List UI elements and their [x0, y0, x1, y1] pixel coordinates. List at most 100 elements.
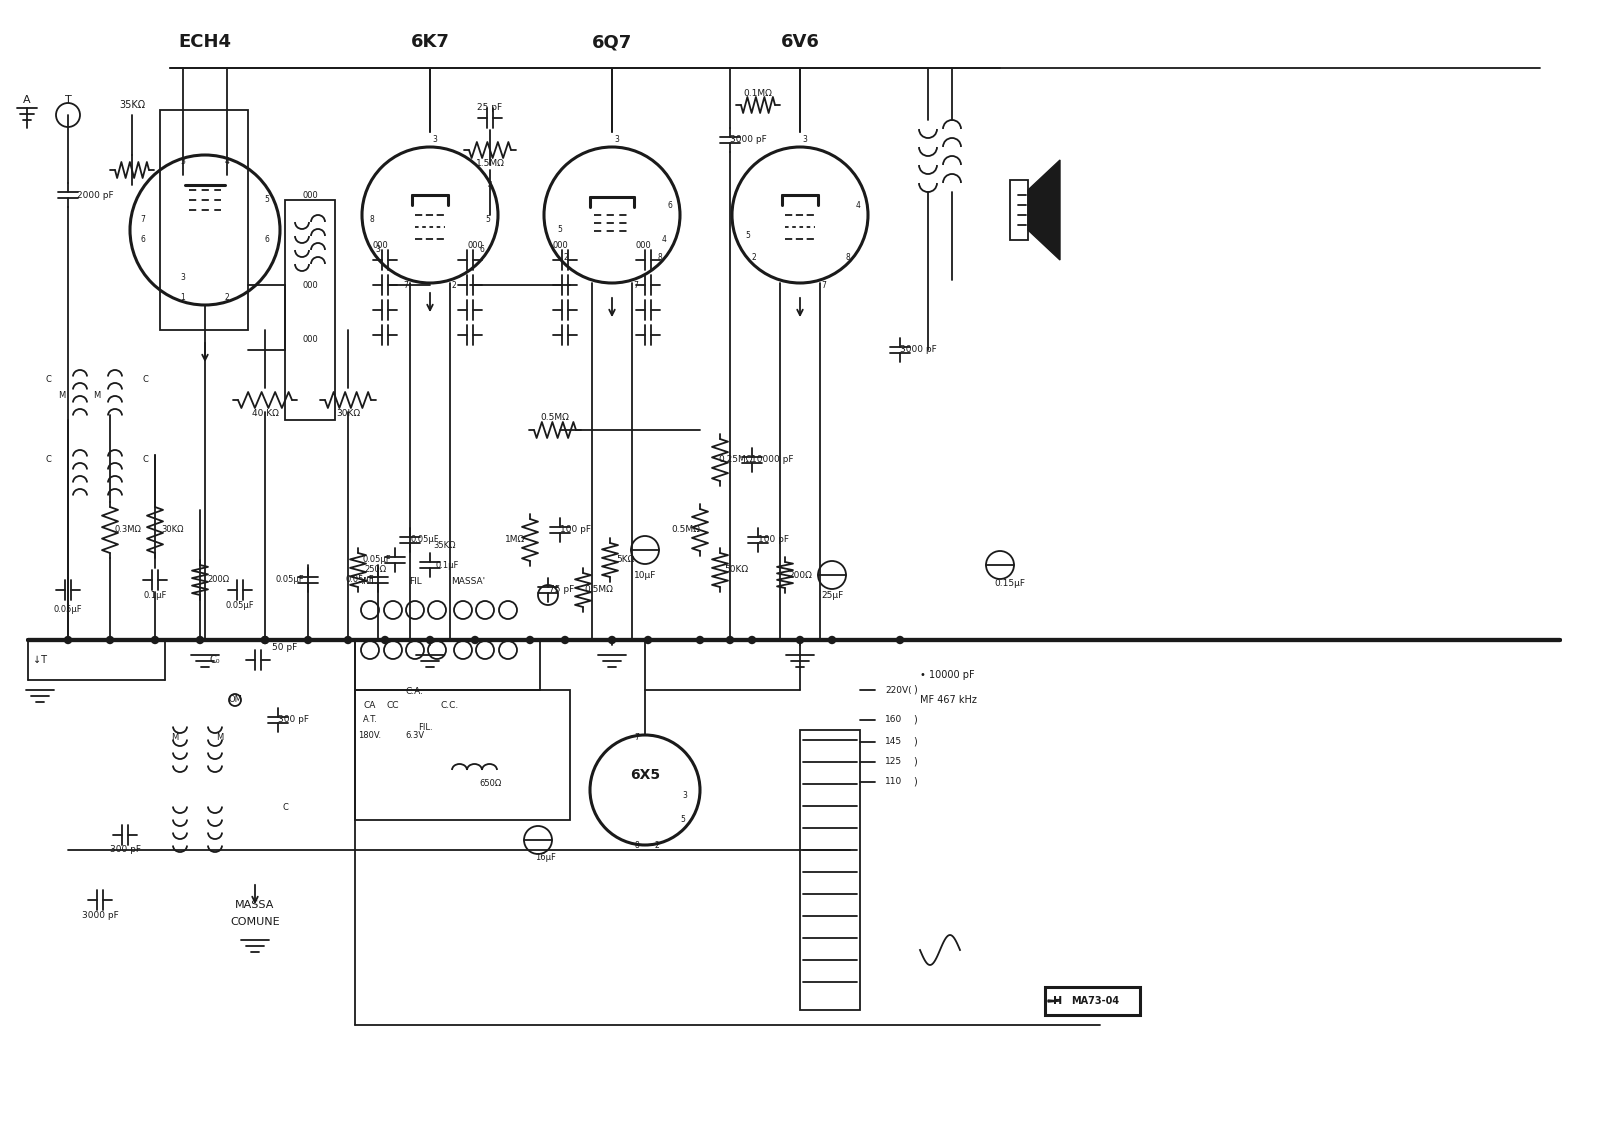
Text: 4: 4	[488, 181, 493, 190]
Text: 0.3MΩ: 0.3MΩ	[115, 526, 141, 535]
Text: 0.05µF: 0.05µF	[363, 555, 392, 564]
Text: 2: 2	[451, 280, 456, 290]
Text: 5: 5	[680, 815, 685, 824]
Text: 300 pF: 300 pF	[278, 716, 309, 725]
Text: MA73-04: MA73-04	[1070, 996, 1118, 1005]
Text: 25 pF: 25 pF	[477, 103, 502, 112]
Text: 7: 7	[821, 280, 827, 290]
Text: C: C	[45, 375, 51, 385]
Circle shape	[749, 637, 755, 644]
Text: 10µF: 10µF	[634, 571, 656, 580]
Text: 2: 2	[654, 840, 659, 849]
Circle shape	[526, 637, 533, 644]
Text: 6: 6	[667, 200, 672, 209]
Text: 0.5MΩ: 0.5MΩ	[672, 526, 701, 535]
Text: 000: 000	[373, 241, 387, 250]
Text: ↓T: ↓T	[34, 655, 46, 665]
Text: COMUNE: COMUNE	[230, 917, 280, 927]
Text: FIL.: FIL.	[418, 724, 432, 733]
Text: 2: 2	[752, 252, 757, 261]
Circle shape	[733, 147, 867, 283]
Circle shape	[381, 637, 389, 644]
Text: 000: 000	[552, 241, 568, 250]
Text: C.A.: C.A.	[406, 688, 424, 697]
Text: C₀: C₀	[210, 655, 221, 665]
Text: ECH4: ECH4	[179, 33, 232, 51]
Text: 7: 7	[141, 216, 146, 224]
Text: FIL: FIL	[408, 578, 421, 587]
Text: ): )	[914, 777, 917, 787]
Circle shape	[197, 637, 203, 644]
Text: 7: 7	[634, 280, 638, 290]
Text: 35KΩ: 35KΩ	[434, 541, 456, 550]
Bar	[285, 200, 334, 420]
Text: OM: OM	[229, 696, 242, 705]
Text: 0.05µF: 0.05µF	[54, 605, 82, 614]
Text: 25µF: 25µF	[821, 592, 843, 601]
Circle shape	[261, 637, 269, 644]
Text: 50KΩ: 50KΩ	[723, 566, 749, 575]
Text: 4: 4	[661, 235, 667, 244]
Bar	[800, 729, 861, 1010]
Circle shape	[896, 637, 904, 644]
Text: A: A	[22, 95, 30, 105]
Text: M: M	[58, 391, 66, 400]
Text: 0.1µF: 0.1µF	[144, 592, 166, 601]
Text: 6Q7: 6Q7	[592, 33, 632, 51]
Text: 000: 000	[302, 190, 318, 199]
Circle shape	[261, 637, 269, 644]
Text: 0.1MΩ: 0.1MΩ	[744, 88, 773, 97]
Text: H: H	[1053, 996, 1062, 1005]
Text: 6X5: 6X5	[630, 768, 661, 782]
Text: 3000 pF: 3000 pF	[899, 345, 936, 354]
Text: 6K7: 6K7	[411, 33, 450, 51]
Text: 3: 3	[803, 135, 808, 144]
Text: 10000 pF: 10000 pF	[750, 456, 794, 465]
Text: M: M	[216, 734, 224, 742]
Text: 0.25MΩ: 0.25MΩ	[718, 456, 754, 465]
Text: 5: 5	[557, 225, 563, 234]
Text: 5: 5	[485, 216, 491, 224]
Text: T: T	[64, 95, 72, 105]
Bar	[1045, 987, 1139, 1015]
Circle shape	[608, 637, 616, 644]
Text: 6V6: 6V6	[781, 33, 819, 51]
Text: A.T.: A.T.	[363, 716, 378, 725]
Text: 180V.: 180V.	[358, 731, 381, 740]
Text: 200Ω: 200Ω	[789, 570, 811, 579]
Circle shape	[562, 637, 568, 644]
Text: 3000 pF: 3000 pF	[730, 136, 766, 145]
Circle shape	[797, 637, 803, 644]
Circle shape	[304, 637, 312, 644]
Text: 1: 1	[181, 294, 186, 302]
Text: C: C	[282, 803, 288, 812]
Text: C: C	[142, 375, 147, 385]
Text: A.T.: A.T.	[362, 578, 378, 587]
Bar	[1010, 180, 1027, 240]
Text: C: C	[45, 456, 51, 465]
Text: 0.15µF: 0.15µF	[995, 578, 1026, 587]
Text: 4: 4	[224, 157, 229, 166]
Text: MASSA': MASSA'	[451, 578, 485, 587]
Text: 75 pF: 75 pF	[549, 586, 574, 595]
Text: 000: 000	[302, 336, 318, 345]
Text: 0.5MΩ: 0.5MΩ	[584, 586, 613, 595]
Text: 0.5MΩ: 0.5MΩ	[541, 414, 570, 423]
Circle shape	[590, 735, 701, 845]
Polygon shape	[1027, 159, 1059, 260]
Circle shape	[344, 637, 352, 644]
Text: CA: CA	[363, 700, 376, 709]
Text: 000: 000	[302, 280, 318, 290]
Text: C.C.: C.C.	[442, 700, 459, 709]
Text: MASSA: MASSA	[235, 900, 275, 910]
Text: M: M	[171, 734, 179, 742]
Text: 0.05µF: 0.05µF	[346, 576, 374, 585]
Text: 3: 3	[181, 274, 186, 283]
Circle shape	[544, 147, 680, 283]
Text: 2: 2	[224, 294, 229, 302]
Text: 0.05µF: 0.05µF	[411, 535, 440, 544]
Text: 000: 000	[467, 241, 483, 250]
Circle shape	[427, 637, 434, 644]
Circle shape	[472, 637, 478, 644]
Text: 3: 3	[376, 245, 381, 254]
